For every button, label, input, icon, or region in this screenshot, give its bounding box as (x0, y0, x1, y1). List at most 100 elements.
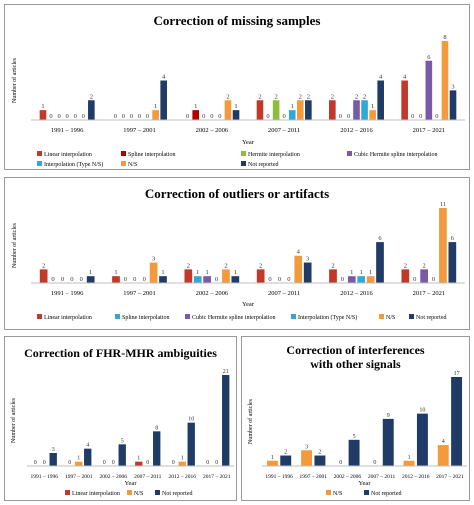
x-tick-label: 2002 – 2006 (196, 290, 229, 297)
legend-label: Not reported (416, 315, 447, 321)
legend-label: N/S (333, 491, 342, 497)
data-label: 6 (451, 235, 455, 242)
bar (439, 208, 447, 283)
y-axis-label: Number of articles (247, 398, 254, 444)
legend-swatch (65, 490, 70, 495)
legend-label: Linear interpolation (44, 152, 92, 158)
legend-label: Spline interpolation (128, 152, 176, 158)
bar (159, 276, 167, 283)
data-label: 5 (353, 434, 356, 440)
data-label: 0 (138, 113, 141, 120)
legend-swatch (37, 151, 42, 156)
data-label: 1 (154, 103, 157, 110)
legend-swatch (241, 161, 246, 166)
data-label: 2 (423, 262, 426, 269)
bar (361, 100, 368, 120)
bar (288, 110, 296, 121)
data-label: 1 (291, 103, 294, 110)
data-label: 2 (363, 93, 366, 100)
bar (366, 276, 375, 283)
data-label: 3 (305, 444, 308, 450)
legend-swatch (291, 314, 296, 319)
legend-label: Not reported (371, 491, 402, 497)
bar (376, 242, 384, 283)
data-label: 0 (68, 460, 71, 466)
data-label: 0 (373, 460, 376, 466)
bar (294, 255, 303, 283)
x-tick-label: 2012 – 2016 (402, 474, 430, 480)
x-axis-label: Year (125, 480, 138, 487)
bar (416, 413, 428, 466)
bar (203, 276, 211, 283)
bar (448, 242, 457, 283)
data-label: 9 (387, 413, 390, 419)
legend-swatch (409, 314, 414, 319)
data-label: 1 (89, 269, 92, 276)
data-label: 10 (188, 417, 194, 423)
bar (296, 100, 304, 120)
data-label: 2 (331, 93, 334, 100)
data-label: 0 (103, 460, 106, 466)
bar (192, 110, 200, 121)
x-axis-label: Year (359, 480, 372, 487)
data-label: 0 (130, 113, 133, 120)
legend-swatch (121, 161, 126, 166)
data-label: 0 (435, 113, 438, 120)
legend-label: Interpolation (Type N/S) (44, 161, 103, 168)
bar (152, 110, 159, 121)
data-label: 0 (112, 460, 115, 466)
data-label: 6 (427, 54, 431, 61)
bar (39, 269, 48, 283)
data-label: 0 (268, 276, 271, 283)
bar (425, 60, 433, 120)
chart-interferences: Number of articles 1 2 1991 – 1996 3 2 1997 – … (247, 371, 467, 497)
x-tick-label: 2017 – 2021 (413, 290, 446, 297)
data-label: 0 (283, 113, 286, 120)
data-label: 0 (133, 276, 136, 283)
bar (187, 422, 195, 466)
legend-label: N/S (134, 491, 143, 497)
data-label: 3 (306, 256, 309, 263)
chart-title-fhr-mhr: Correction of FHR-MHR ambiguities (24, 346, 217, 360)
bar (222, 269, 230, 283)
data-label: 2 (284, 450, 287, 456)
bar (301, 450, 313, 466)
data-label: 0 (146, 113, 149, 120)
data-label: 0 (82, 113, 85, 120)
data-label: 3 (152, 256, 155, 263)
x-tick-label: 2012 – 2016 (340, 290, 373, 297)
data-label: 0 (215, 276, 218, 283)
data-label: 0 (186, 113, 189, 120)
data-label: 1 (350, 269, 353, 276)
data-label: 0 (339, 460, 342, 466)
bar (403, 460, 415, 466)
x-tick-label: 2007 – 2011 (268, 127, 300, 134)
data-label: 2 (226, 93, 229, 100)
bar (369, 110, 376, 121)
x-tick-label: 2007 – 2011 (134, 474, 162, 480)
bar (184, 269, 193, 283)
data-label: 0 (122, 113, 125, 120)
panel-outliers-artifacts: Correction of outliers or artifacts Numb… (4, 177, 470, 330)
data-label: 0 (43, 460, 46, 466)
bar (329, 269, 337, 283)
data-label: 1 (360, 269, 363, 276)
bar (153, 431, 161, 466)
x-tick-label: 1997 – 2001 (123, 290, 156, 297)
legend-swatch (185, 314, 190, 319)
data-label: 1 (114, 269, 117, 276)
bar (178, 461, 186, 466)
bar (357, 276, 366, 283)
bar (118, 444, 126, 466)
data-label: 0 (74, 113, 77, 120)
chart-title-interferences-line-1: Correction of interferences (286, 343, 425, 357)
data-label: 4 (86, 443, 89, 449)
data-label: 5 (121, 438, 124, 444)
bar (112, 276, 120, 283)
bar (256, 269, 265, 283)
x-axis-label: Year (242, 301, 255, 308)
x-tick-label: 2017 – 2021 (203, 474, 231, 480)
bar (49, 453, 57, 466)
data-label: 1 (181, 456, 184, 462)
legend-swatch (347, 151, 352, 156)
